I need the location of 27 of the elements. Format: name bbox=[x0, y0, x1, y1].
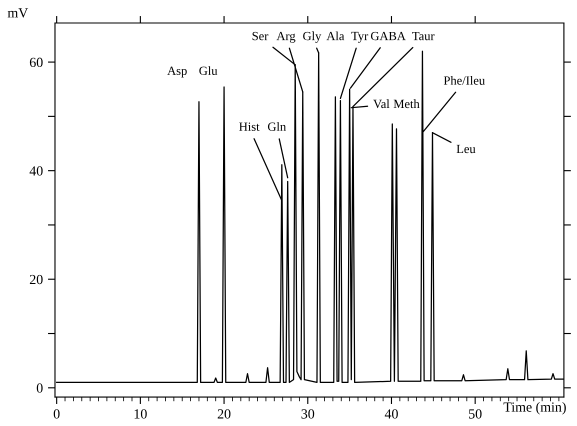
annotation: Arg bbox=[276, 32, 296, 43]
annotation: GABA bbox=[370, 32, 406, 40]
annotation: Asp bbox=[167, 66, 187, 78]
y-tick-label: 40 bbox=[30, 166, 43, 176]
y-axis-title: mV bbox=[8, 8, 28, 18]
x-tick-label: 0 bbox=[54, 409, 60, 419]
annotation: Gln bbox=[268, 122, 286, 131]
annotation: Gly bbox=[303, 31, 322, 43]
y-tick-label: 0 bbox=[36, 383, 43, 393]
annotation: Glu bbox=[199, 66, 218, 75]
x-tick-label: 10 bbox=[134, 409, 147, 419]
annotation: Ser bbox=[252, 32, 268, 40]
annotation: Ala bbox=[326, 31, 344, 40]
x-tick-label: 20 bbox=[218, 409, 230, 419]
x-tick-label: 50 bbox=[469, 409, 482, 419]
y-tick-label: 60 bbox=[30, 58, 43, 68]
y-tick-label: 20 bbox=[30, 274, 43, 284]
annotation: Hist bbox=[239, 122, 260, 131]
annotation: Phe/Ileu bbox=[444, 76, 485, 85]
annotation: Taur bbox=[412, 32, 435, 40]
x-axis-title: Time (min) bbox=[504, 402, 566, 415]
annotation: Meth bbox=[394, 99, 420, 108]
annotation: Tyr bbox=[351, 32, 368, 43]
x-tick-label: 40 bbox=[384, 409, 398, 419]
annotation: Leu bbox=[456, 144, 476, 154]
annotation: Val bbox=[373, 99, 390, 108]
x-tick-label: 30 bbox=[301, 409, 314, 419]
